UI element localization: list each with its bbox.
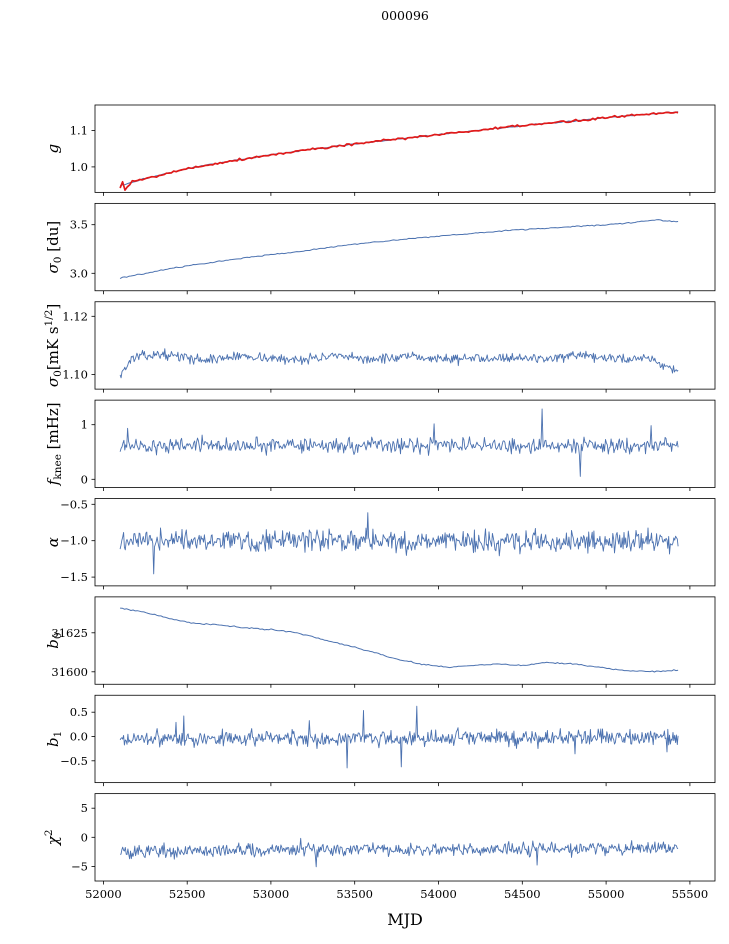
y-tick-label: 0.0 xyxy=(70,730,88,744)
y-axis-label-g: g xyxy=(44,144,62,154)
y-tick-label: 5 xyxy=(81,801,88,815)
axes-frame xyxy=(94,399,716,488)
subplot-fknee: 0 1 fknee [mHz] xyxy=(44,399,716,491)
axes-frame xyxy=(94,793,716,882)
axes-frame xyxy=(94,498,716,587)
axes-frame xyxy=(94,301,716,390)
figure-title: 000096 xyxy=(381,8,429,23)
x-tick-label: 55000 xyxy=(588,887,625,901)
y-tick-label: 31600 xyxy=(51,665,88,679)
y-tick-label: 3.0 xyxy=(70,266,88,280)
y-tick-label: −5 xyxy=(71,859,88,873)
y-tick-label: 1.0 xyxy=(70,160,88,174)
series-fknee xyxy=(119,408,679,477)
x-tick-labels: 52000 52500 53000 53500 54000 54500 55000 55500 xyxy=(85,887,708,901)
y-tick-label: 1.12 xyxy=(62,309,88,323)
x-tick-label: 55500 xyxy=(672,887,709,901)
y-tick-label: 3.5 xyxy=(70,218,88,232)
y-tick-label: −1.5 xyxy=(60,570,88,584)
subplot-sigma0-du: 3.0 3.5 σ0 [du] xyxy=(44,202,716,295)
axes-frame xyxy=(94,104,716,193)
y-tick-label: −0.5 xyxy=(60,497,88,511)
y-tick-label: 1 xyxy=(81,418,88,432)
y-tick-label: 1.10 xyxy=(62,368,88,382)
x-axis-label: MJD xyxy=(387,910,423,929)
x-tick-label: 53500 xyxy=(336,887,373,901)
series-b0-baseline xyxy=(120,607,679,673)
x-tick-label: 52000 xyxy=(85,887,122,901)
y-axis-label-b1: b1 xyxy=(44,731,64,747)
y-axis-label-fknee: fknee [mHz] xyxy=(44,402,64,486)
y-tick-label: 1.1 xyxy=(70,124,88,138)
y-tick-label: 31625 xyxy=(51,626,88,640)
axes-frame xyxy=(94,596,716,685)
y-axis-label-alpha: α xyxy=(44,537,62,547)
series-g-gain-blue xyxy=(119,111,679,187)
y-axis-label-chi2: χ2 xyxy=(43,829,62,846)
y-axis-label-b0: b0 xyxy=(44,632,64,648)
y-tick-label: 0 xyxy=(81,830,88,844)
subplot-chi2: 5 0 −5 χ2 xyxy=(43,793,716,885)
series-sigma0-mk xyxy=(119,348,679,379)
y-tick-label: −1.0 xyxy=(60,534,88,548)
subplot-b1: 0.5 0.0 −0.5 b1 xyxy=(44,694,716,787)
y-tick-label: 0.5 xyxy=(70,705,88,719)
x-tick-label: 54000 xyxy=(420,887,457,901)
series-alpha xyxy=(119,512,679,575)
axes-frame xyxy=(94,694,716,784)
y-tick-label: 0 xyxy=(81,472,88,486)
series-b1-slope xyxy=(119,705,679,769)
series-g-gain-red xyxy=(119,111,679,191)
axes-frame xyxy=(94,202,716,292)
y-axis-label-sigma0-mk: σ0[mK s1/2] xyxy=(43,304,64,387)
x-tick-label: 54500 xyxy=(504,887,541,901)
x-tick-label: 52500 xyxy=(169,887,206,901)
y-tick-label: −0.5 xyxy=(60,754,88,768)
x-tick-label: 53000 xyxy=(253,887,290,901)
y-axis-label-sigma0-du: σ0 [du] xyxy=(44,221,64,274)
series-sigma0-du xyxy=(119,219,679,280)
subplot-alpha: −0.5 −1.0 −1.5 α xyxy=(44,497,716,590)
subplot-g: 1.0 1.1 g xyxy=(44,104,716,196)
series-chi2 xyxy=(120,837,679,868)
